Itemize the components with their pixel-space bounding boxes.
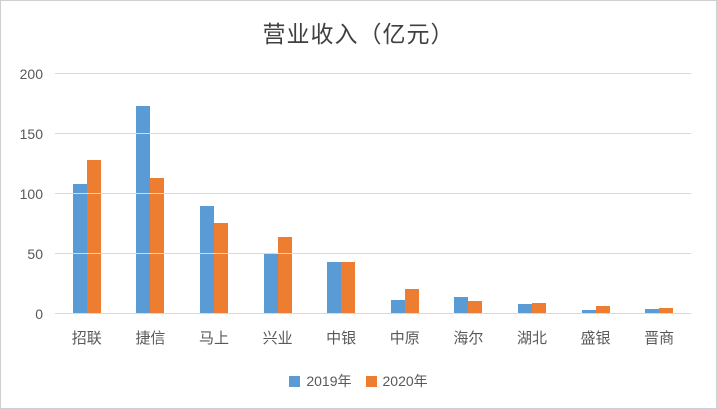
bar-2020年-捷信: [150, 178, 165, 314]
bar-2020年-湖北: [531, 303, 546, 314]
x-tick-label-兴业: 兴业: [262, 330, 293, 347]
y-tick-label: 0: [35, 306, 43, 322]
bar-2019年-海尔: [454, 297, 469, 314]
x-tick-label-湖北: 湖北: [516, 330, 547, 347]
bar-group-中银: [327, 74, 356, 314]
bar-2020年-中银: [341, 262, 356, 314]
bar-group-马上: [199, 74, 228, 314]
legend: 2019年 2020年: [1, 371, 716, 391]
bar-2019年-马上: [199, 206, 214, 314]
x-tick-label-晋商: 晋商: [644, 330, 675, 347]
gridline: [55, 193, 691, 194]
bar-group-海尔: [454, 74, 483, 314]
legend-swatch-icon: [289, 375, 301, 387]
x-tick-label-盛银: 盛银: [580, 330, 611, 347]
bar-group-中原: [390, 74, 419, 314]
bar-2019年-湖北: [517, 304, 532, 314]
y-tick-label: 50: [27, 246, 43, 262]
bar-2020年-马上: [213, 222, 228, 314]
x-tick-label-捷信: 捷信: [135, 330, 166, 347]
bar-group-兴业: [263, 74, 292, 314]
bar-2020年-招联: [86, 160, 101, 314]
x-tick-label-海尔: 海尔: [453, 330, 484, 347]
bar-2019年-中原: [390, 299, 405, 314]
bar-2020年-晋商: [659, 308, 674, 314]
x-tick-label-中原: 中原: [389, 330, 420, 347]
bar-group-湖北: [517, 74, 546, 314]
y-tick-label: 150: [19, 126, 43, 142]
bar-2019年-晋商: [645, 309, 660, 314]
bar-group-晋商: [645, 74, 674, 314]
bar-2020年-兴业: [277, 237, 292, 314]
legend-label: 2019年: [306, 373, 352, 389]
bar-2019年-捷信: [136, 106, 151, 314]
bar-2020年-盛银: [595, 305, 610, 314]
legend-swatch-icon: [365, 375, 377, 387]
bar-2019年-中银: [327, 262, 342, 314]
bar-group-招联: [72, 74, 101, 314]
legend-label: 2020年: [382, 373, 428, 389]
bar-2019年-兴业: [263, 254, 278, 314]
plot-area: [55, 73, 691, 314]
x-tick-label-马上: 马上: [198, 330, 229, 347]
bar-2019年-招联: [72, 184, 87, 314]
bar-group-盛银: [581, 74, 610, 314]
gridline: [55, 253, 691, 254]
bar-2020年-海尔: [468, 300, 483, 314]
bar-group-捷信: [136, 74, 165, 314]
gridline: [55, 133, 691, 134]
gridline: [55, 73, 691, 74]
bar-groups: [55, 74, 691, 314]
y-tick-label: 100: [19, 186, 43, 202]
bar-2019年-盛银: [581, 310, 596, 314]
legend-item-2020年: 2020年: [365, 371, 428, 391]
x-axis: 招联 捷信 马上 兴业 中银 中原 海尔 湖北 盛银 晋商: [55, 327, 691, 348]
y-axis-labels: 0 50 100 150 200: [1, 67, 43, 321]
bar-2020年-中原: [404, 288, 419, 314]
y-tick-label: 200: [19, 66, 43, 82]
x-tick-label-招联: 招联: [71, 330, 102, 347]
chart-title: 营业收入（亿元）: [262, 21, 455, 47]
x-tick-label-中银: 中银: [326, 330, 357, 347]
legend-item-2019年: 2019年: [289, 371, 352, 391]
gridline: [55, 313, 691, 314]
